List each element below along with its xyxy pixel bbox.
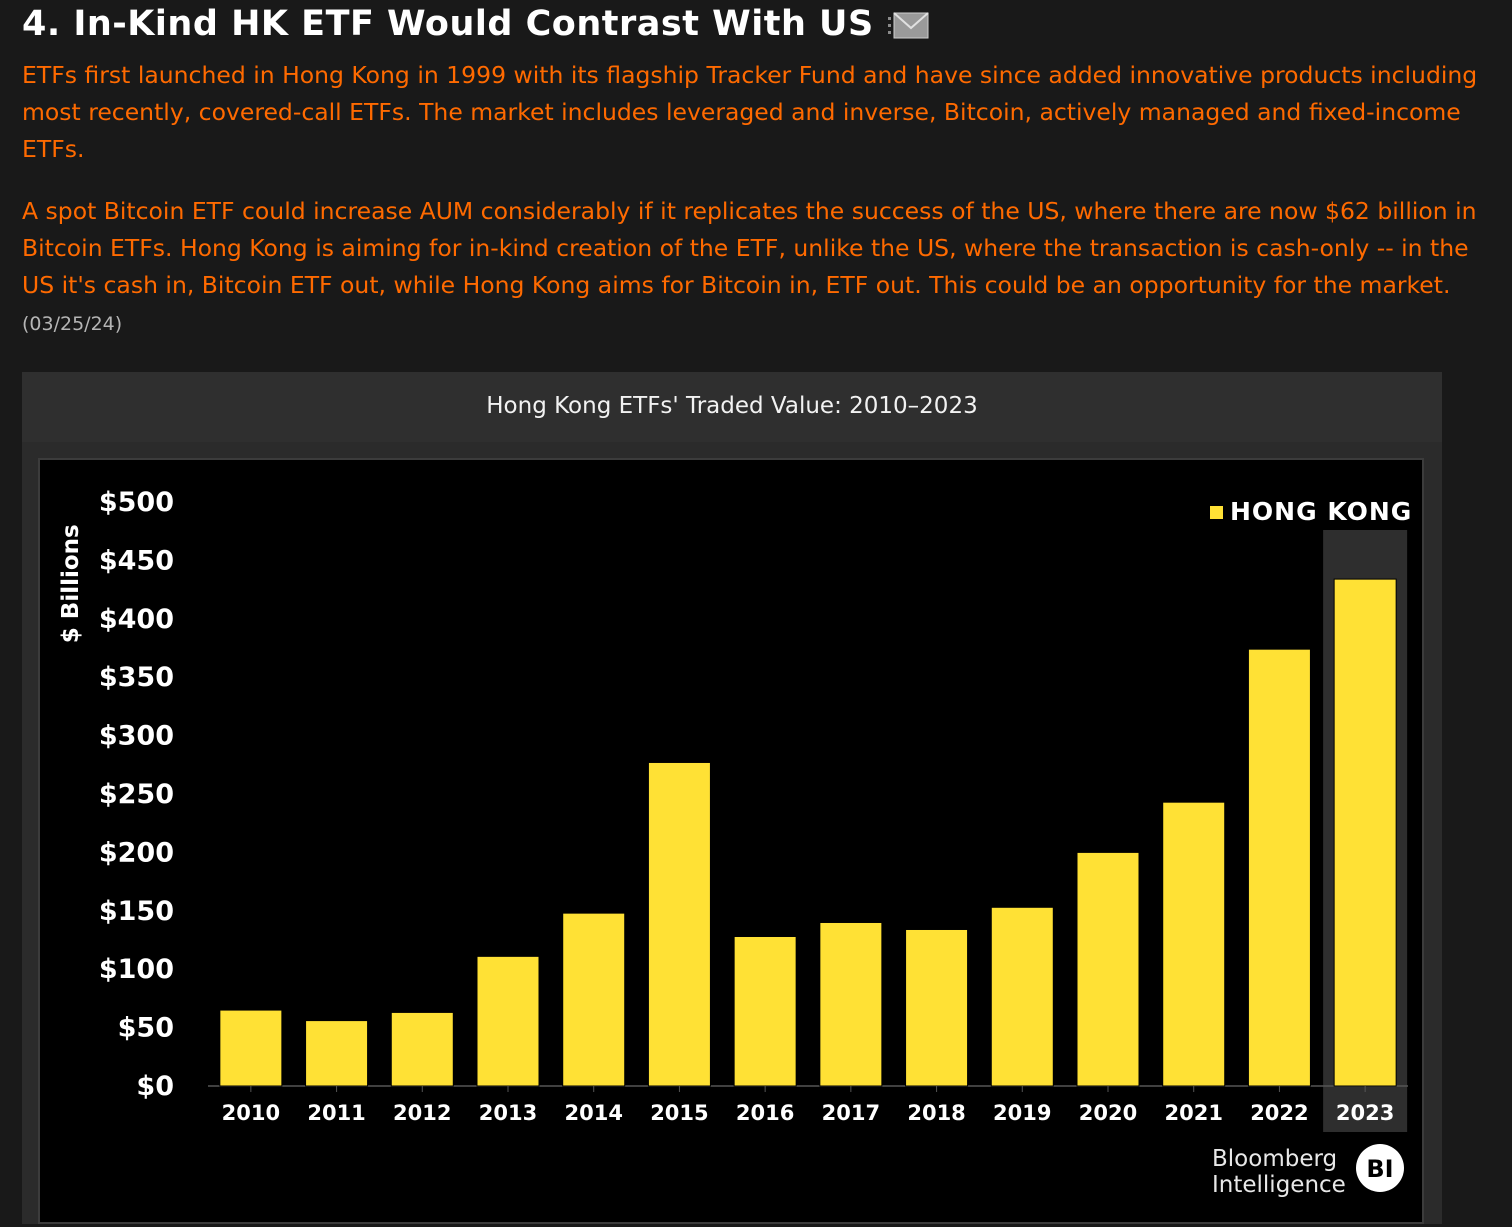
- bar-2019: [990, 906, 1054, 1087]
- bar-2020: [1076, 851, 1140, 1087]
- y-tick-label: $500: [99, 487, 174, 518]
- y-tick-label: $50: [118, 1013, 174, 1044]
- x-tick-label: 2018: [907, 1101, 965, 1125]
- bar-2023: [1333, 578, 1397, 1087]
- y-tick-label: $200: [99, 837, 174, 868]
- y-tick-label: $350: [99, 662, 174, 693]
- x-tick-label: 2011: [307, 1101, 365, 1125]
- x-tick-label: 2014: [564, 1101, 622, 1125]
- chart-panel: Hong Kong ETFs' Traded Value: 2010–2023 …: [22, 372, 1442, 1224]
- x-tick-label: 2015: [650, 1101, 708, 1125]
- y-axis-label: $ Billions: [58, 524, 84, 643]
- bar-2018: [905, 928, 969, 1087]
- page-title: 4. In-Kind HK ETF Would Contrast With US: [22, 4, 874, 44]
- bar-2014: [562, 912, 626, 1087]
- x-tick-label: 2010: [222, 1101, 280, 1125]
- bar-2021: [1162, 801, 1226, 1087]
- y-tick-label: $250: [99, 779, 174, 810]
- bar-2013: [476, 955, 540, 1087]
- bar-2017: [819, 921, 883, 1087]
- bar-2010: [219, 1009, 283, 1087]
- intro-paragraph: ETFs first launched in Hong Kong in 1999…: [22, 61, 1478, 163]
- bar-2012: [390, 1011, 454, 1087]
- x-tick-label: 2013: [479, 1101, 537, 1125]
- logo-badge: [1356, 1144, 1404, 1192]
- y-tick-label: $100: [99, 954, 174, 985]
- mail-icon[interactable]: [887, 11, 930, 41]
- y-tick-label: $0: [136, 1071, 174, 1102]
- x-tick-label: 2021: [1164, 1101, 1222, 1125]
- bar-2022: [1247, 648, 1311, 1087]
- heading-row: 4. In-Kind HK ETF Would Contrast With US: [22, 4, 930, 44]
- bar-chart: $0 $50 $100 $150 $200 $250 $300 $350 $400 $450 $50…: [58, 487, 1412, 1198]
- y-tick-label: $400: [99, 604, 174, 635]
- x-tick-label: 2012: [393, 1101, 451, 1125]
- logo-text-line2: Intelligence: [1212, 1172, 1346, 1198]
- publish-date: (03/25/24): [22, 313, 123, 335]
- bitcoin-paragraph-text: A spot Bitcoin ETF could increase AUM co…: [22, 197, 1477, 299]
- x-tick-label: 2019: [993, 1101, 1051, 1125]
- x-tick-label: 2020: [1079, 1101, 1137, 1125]
- bar-2015: [647, 761, 711, 1087]
- bar-2016: [733, 935, 797, 1087]
- x-tick-label: 2016: [736, 1101, 794, 1125]
- bar-2011: [305, 1020, 369, 1087]
- x-tick-label: 2022: [1250, 1101, 1308, 1125]
- bitcoin-paragraph: A spot Bitcoin ETF could increase AUM co…: [22, 193, 1492, 343]
- x-tick-label: 2017: [822, 1101, 880, 1125]
- logo-text-line1: Bloomberg: [1212, 1146, 1337, 1172]
- chart-area: $0 $50 $100 $150 $200 $250 $300 $350 $400 $450 $50…: [38, 458, 1424, 1224]
- logo-mark: BI: [1366, 1155, 1393, 1183]
- legend-label: HONG KONG: [1230, 497, 1412, 526]
- y-tick-label: $150: [99, 896, 174, 927]
- x-tick-label: 2023: [1336, 1101, 1394, 1125]
- chart-panel-header: Hong Kong ETFs' Traded Value: 2010–2023: [22, 372, 1442, 442]
- y-tick-label: $450: [99, 545, 174, 576]
- y-tick-label: $300: [99, 721, 174, 752]
- legend-swatch: [1210, 506, 1223, 519]
